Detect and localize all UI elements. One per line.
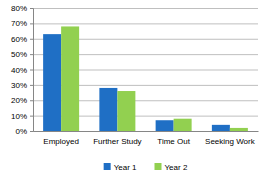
- y-tick: 20%: [11, 96, 33, 105]
- y-tick: 50%: [11, 50, 33, 59]
- legend-swatch: [104, 163, 111, 170]
- x-tick-label: Time Out: [157, 137, 190, 146]
- bar: [212, 125, 230, 131]
- bar: [43, 34, 61, 131]
- chart: 0% 10% 20% 30% 40% 50% 60% 70% 80% Employed Furthe…: [0, 0, 266, 178]
- x-tick-label: Further Study: [93, 137, 141, 146]
- x-tick: Time Out: [157, 131, 190, 146]
- y-tick-label: 80%: [11, 4, 27, 13]
- x-axis: Employed Further Study Time Out Seeking Wor…: [34, 131, 259, 146]
- y-tick-label: 20%: [11, 96, 27, 105]
- x-tick: Employed: [43, 131, 79, 146]
- y-tick: 80%: [11, 4, 33, 13]
- legend-label: Year 1: [114, 163, 137, 172]
- y-tick-mark: [30, 116, 33, 117]
- bar: [174, 119, 192, 131]
- legend-label: Year 2: [165, 163, 188, 172]
- bars: [43, 26, 248, 131]
- bar: [61, 26, 79, 131]
- y-tick: 10%: [11, 112, 33, 121]
- x-tick: Seeking Work: [205, 131, 256, 146]
- y-tick-mark: [30, 131, 33, 132]
- y-tick-mark: [30, 70, 33, 71]
- y-tick: 30%: [11, 81, 33, 90]
- y-tick-mark: [30, 39, 33, 40]
- y-tick-mark: [30, 54, 33, 55]
- y-tick: 40%: [11, 66, 33, 75]
- y-tick-mark: [30, 100, 33, 101]
- y-tick: 70%: [11, 19, 33, 28]
- grid-line: [33, 8, 258, 9]
- grid: [33, 9, 258, 132]
- y-tick: 0%: [15, 127, 33, 136]
- grid-line: [33, 23, 258, 24]
- y-tick-mark: [30, 23, 33, 24]
- bar: [230, 128, 248, 131]
- x-tick: Further Study: [93, 131, 141, 146]
- y-tick-label: 10%: [11, 112, 27, 121]
- y-tick-mark: [30, 8, 33, 9]
- legend: Year 1 Year 2: [104, 163, 188, 172]
- bar-series: [61, 26, 248, 131]
- bar: [156, 120, 174, 131]
- legend-item: Year 1: [104, 163, 137, 172]
- grid-line: [33, 131, 258, 132]
- x-axis-line: [34, 131, 259, 132]
- bar: [117, 91, 135, 131]
- legend-swatch: [155, 163, 162, 170]
- y-tick-label: 0%: [15, 127, 27, 136]
- y-tick-mark: [30, 85, 33, 86]
- x-tick-label: Employed: [43, 137, 79, 146]
- y-axis: 0% 10% 20% 30% 40% 50% 60% 70% 80%: [11, 4, 34, 136]
- y-tick-label: 70%: [11, 19, 27, 28]
- legend-item: Year 2: [155, 163, 188, 172]
- y-tick: 60%: [11, 35, 33, 44]
- y-tick-label: 40%: [11, 66, 27, 75]
- y-tick-label: 60%: [11, 35, 27, 44]
- x-tick-label: Seeking Work: [205, 137, 256, 146]
- y-tick-label: 30%: [11, 81, 27, 90]
- y-tick-label: 50%: [11, 50, 27, 59]
- plot: 0% 10% 20% 30% 40% 50% 60% 70% 80% Employed Furthe…: [11, 4, 259, 146]
- y-axis-line: [30, 9, 34, 132]
- bar: [99, 88, 117, 131]
